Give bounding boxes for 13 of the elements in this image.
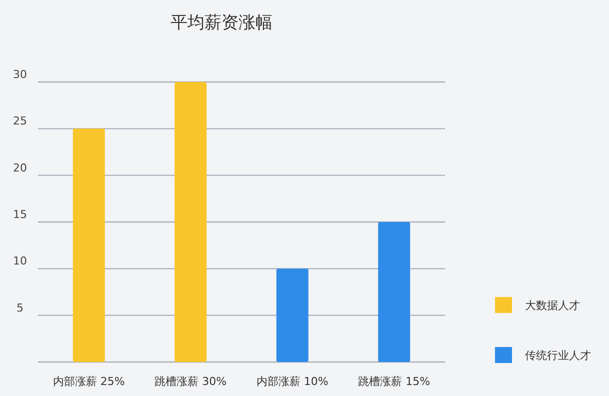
y-tick-label: 15 (13, 208, 27, 221)
x-tick-label: 内部涨薪 10% (256, 375, 328, 388)
y-tick-label: 20 (13, 161, 27, 174)
x-tick-label: 跳槽涨薪 30% (154, 375, 227, 388)
chart-title: 平均薪资涨幅 (170, 13, 272, 33)
x-tick-label: 内部涨薪 25% (52, 375, 125, 388)
y-tick-label: 30 (13, 68, 27, 81)
legend-label: 传统行业人才 (525, 349, 591, 362)
y-tick-label: 10 (13, 254, 27, 268)
y-tick-label: 5 (16, 301, 24, 314)
legend-label: 大数据人才 (525, 299, 580, 312)
x-tick-label: 跳槽涨薪 15% (358, 375, 430, 388)
y-tick-label: 25 (13, 114, 27, 128)
